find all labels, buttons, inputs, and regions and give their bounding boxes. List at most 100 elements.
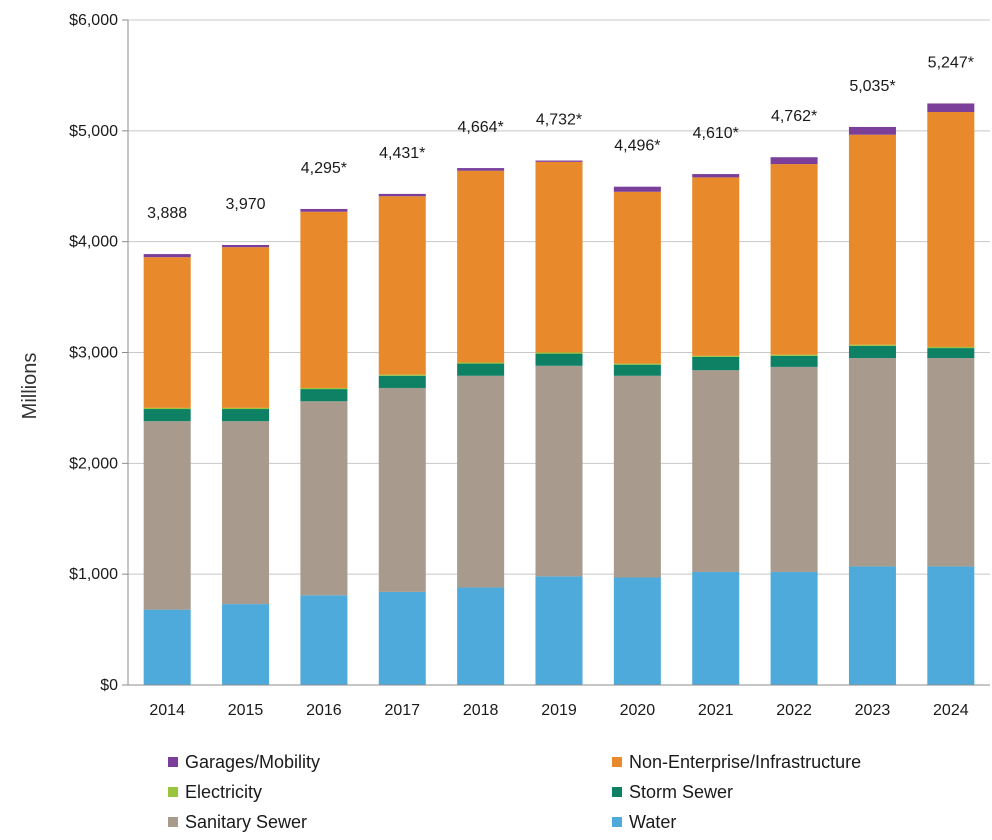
bar-segment-sanitary-sewer <box>848 358 896 567</box>
bar-segment-water <box>143 609 191 685</box>
total-data-label: 4,431* <box>379 145 425 162</box>
bar-total-labels: 3,888 3,970 4,295* 4,431* 4,664* 4,732* 4,496*… <box>147 54 974 222</box>
bar-segment-water <box>927 566 975 685</box>
legend-item: Non-Enterprise/Infrastructure <box>612 748 861 776</box>
legend-swatch <box>612 787 622 797</box>
bar-segment-storm-sewer <box>770 355 818 367</box>
bar-segment-garages-mobility <box>378 193 426 197</box>
bar-segment-water <box>848 566 896 685</box>
legend-label: Non-Enterprise/Infrastructure <box>629 751 862 772</box>
y-tick-label: $1,000 <box>69 566 118 583</box>
bar-segment-non-enterprise-infrastructure <box>378 196 426 375</box>
total-data-label: 5,035* <box>849 78 895 95</box>
bar-segment-garages-mobility <box>535 160 583 162</box>
bar-segment-water <box>613 577 661 685</box>
x-tick-label: 2023 <box>855 702 891 719</box>
bars <box>143 103 975 685</box>
bar-segment-non-enterprise-infrastructure <box>848 134 896 345</box>
bar-segment-electricity <box>613 363 661 365</box>
y-tick-label: $6,000 <box>69 12 118 29</box>
bar-segment-non-enterprise-infrastructure <box>457 170 505 363</box>
bar-segment-storm-sewer <box>378 375 426 388</box>
bar-segment-non-enterprise-infrastructure <box>535 161 583 353</box>
total-data-label: 3,888 <box>147 205 187 222</box>
bar-segment-non-enterprise-infrastructure <box>770 164 818 355</box>
legend-item: Electricity <box>168 778 262 806</box>
bar-segment-water <box>378 591 426 685</box>
x-tick-label: 2015 <box>228 702 264 719</box>
bar-segment-storm-sewer <box>300 389 348 402</box>
bar-segment-storm-sewer <box>222 409 270 422</box>
legend-label: Water <box>629 811 677 832</box>
bar-stack-2023 <box>848 126 896 685</box>
bar-segment-water <box>692 571 740 685</box>
total-data-label: 4,295* <box>301 160 347 177</box>
y-tick-label: $4,000 <box>69 234 118 251</box>
x-tick-label: 2024 <box>933 702 969 719</box>
bar-segment-non-enterprise-infrastructure <box>300 211 348 388</box>
bar-stack-2018 <box>457 168 505 685</box>
bar-segment-electricity <box>457 362 505 364</box>
bar-segment-sanitary-sewer <box>222 421 270 605</box>
y-tick-label: $5,000 <box>69 123 118 140</box>
bar-segment-sanitary-sewer <box>692 370 740 572</box>
total-data-label: 3,970 <box>226 196 266 213</box>
stacked-bar-chart: $0 $1,000 $2,000 $3,000 $4,000 $5,000 $6,000 2… <box>19 12 990 719</box>
x-tick-label: 2022 <box>776 702 812 719</box>
legend-label: Electricity <box>185 781 263 802</box>
bar-segment-storm-sewer <box>692 356 740 371</box>
bar-segment-sanitary-sewer <box>535 365 583 577</box>
bar-segment-electricity <box>770 354 818 356</box>
bar-segment-water <box>457 587 505 685</box>
bar-segment-electricity <box>535 352 583 354</box>
bar-segment-garages-mobility <box>848 126 896 135</box>
bar-segment-electricity <box>222 407 270 410</box>
legend-item: Storm Sewer <box>612 778 733 806</box>
bar-segment-sanitary-sewer <box>770 366 818 572</box>
bar-segment-sanitary-sewer <box>300 401 348 596</box>
bar-segment-water <box>300 595 348 685</box>
x-axis-ticks: 2014 2015 2016 2017 2018 2019 2020 2021 2022 2023… <box>149 702 968 719</box>
bar-segment-electricity <box>848 344 896 346</box>
bar-segment-water <box>770 571 818 685</box>
x-tick-label: 2017 <box>384 702 420 719</box>
bar-segment-storm-sewer <box>613 364 661 376</box>
bar-stack-2024 <box>927 103 975 685</box>
bar-segment-storm-sewer <box>457 363 505 376</box>
bar-segment-garages-mobility <box>927 103 975 112</box>
bar-segment-garages-mobility <box>222 244 270 248</box>
y-tick-label: $2,000 <box>69 455 118 472</box>
x-tick-label: 2020 <box>620 702 656 719</box>
bar-segment-garages-mobility <box>692 174 740 178</box>
bar-segment-garages-mobility <box>300 208 348 212</box>
bar-segment-non-enterprise-infrastructure <box>143 257 191 408</box>
x-tick-label: 2019 <box>541 702 577 719</box>
total-data-label: 4,496* <box>614 138 660 155</box>
legend-item: Garages/Mobility <box>168 748 320 776</box>
bar-segment-non-enterprise-infrastructure <box>927 111 975 347</box>
x-tick-label: 2018 <box>463 702 499 719</box>
bar-segment-water <box>222 604 270 685</box>
total-data-label: 4,610* <box>693 125 739 142</box>
legend-item: Water <box>612 808 676 836</box>
bar-segment-non-enterprise-infrastructure <box>613 191 661 364</box>
bar-segment-garages-mobility <box>770 157 818 165</box>
y-axis-ticks: $0 $1,000 $2,000 $3,000 $4,000 $5,000 $6,000 <box>69 12 128 694</box>
y-axis-title: Millions <box>19 353 41 420</box>
bar-stack-2020 <box>613 186 661 685</box>
legend-swatch <box>168 757 178 767</box>
legend-swatch <box>168 817 178 827</box>
y-tick-label: $0 <box>100 677 118 694</box>
bar-segment-storm-sewer <box>927 348 975 359</box>
legend-label: Garages/Mobility <box>185 751 321 772</box>
bar-stack-2017 <box>378 193 426 685</box>
total-data-label: 5,247* <box>928 54 974 71</box>
legend-label: Storm Sewer <box>629 781 734 802</box>
legend-swatch <box>168 787 178 797</box>
legend: Garages/Mobility Non-Enterprise/Infrastru… <box>0 748 992 840</box>
bar-stack-2016 <box>300 208 348 685</box>
bar-segment-garages-mobility <box>143 254 191 258</box>
bar-segment-non-enterprise-infrastructure <box>692 177 740 356</box>
total-data-label: 4,762* <box>771 108 817 125</box>
legend-label: Sanitary Sewer <box>185 811 308 832</box>
